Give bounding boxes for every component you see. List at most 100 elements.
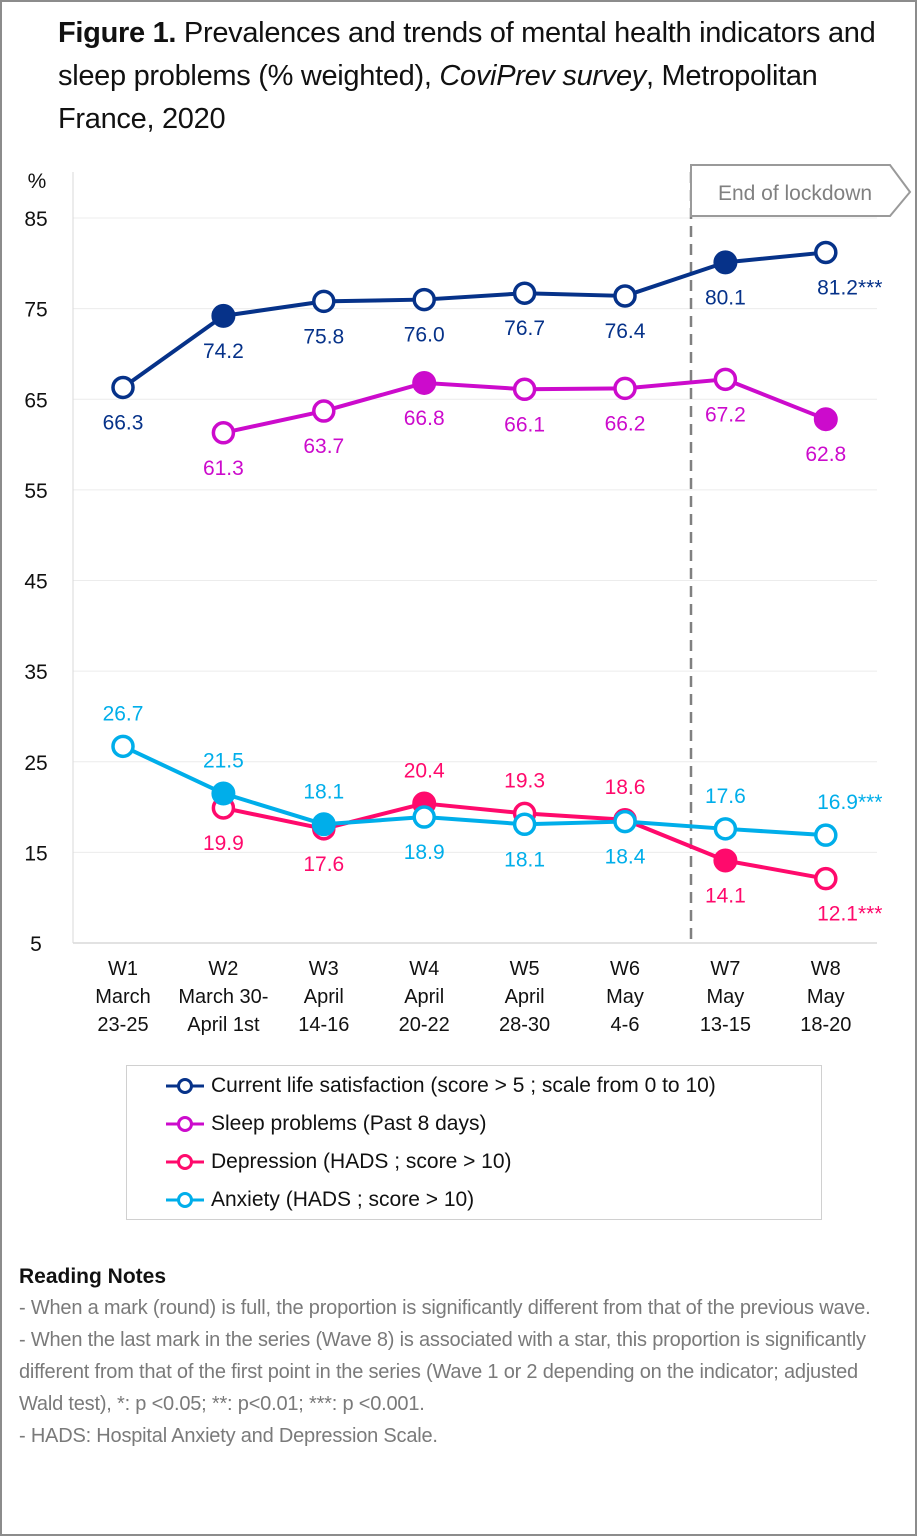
series-0: [121, 250, 826, 390]
data-label: 80.1: [705, 286, 746, 309]
x-tick-label: W4: [409, 958, 439, 980]
data-label: 17.6: [705, 785, 746, 808]
data-label: 62.8: [805, 443, 846, 466]
data-point[interactable]: [312, 289, 336, 314]
x-tick-label: 18-20: [800, 1014, 851, 1036]
data-point[interactable]: [412, 287, 436, 312]
x-tick-labels: W1 March 23-25 W2 March 30- April 1st W3 April 1…: [95, 958, 851, 1036]
legend-item-sleep-problems[interactable]: Sleep problems (Past 8 days): [165, 1106, 486, 1142]
series-markers-0: [111, 240, 838, 400]
data-point[interactable]: [312, 399, 336, 423]
data-point[interactable]: [713, 367, 738, 392]
end-of-lockdown-annotation: End of lockdown: [689, 164, 912, 943]
series-labels-0: 66.3 74.2 75.8 76.0 76.7 76.4 80.1 81.2***: [103, 276, 883, 434]
data-label: 18.1: [504, 848, 545, 871]
lockdown-callout-box: [690, 164, 912, 217]
series-markers-3: [111, 734, 838, 847]
x-tick-label: W7: [710, 958, 740, 980]
x-tick-label: April: [304, 986, 344, 1008]
data-label: 18.4: [605, 846, 646, 869]
y-tick-label: 65: [24, 389, 47, 412]
data-point[interactable]: [311, 812, 336, 837]
series-labels-3: 26.7 21.5 18.1 18.9 18.1 18.4 17.6 16.9***: [103, 702, 883, 871]
data-point[interactable]: [512, 377, 537, 402]
data-label: 16.9***: [817, 791, 882, 814]
series-labels-2: 19.9 17.6 20.4 19.3 18.6 14.1 12.1***: [203, 759, 883, 925]
x-tick-label: April 1st: [187, 1014, 260, 1036]
data-point[interactable]: [613, 284, 637, 308]
data-point[interactable]: [412, 805, 436, 829]
legend-label: Depression (HADS ; score > 10): [211, 1150, 512, 1173]
figure-title: Figure 1. Prevalences and trends of ment…: [58, 12, 878, 141]
data-label: 19.9: [203, 832, 244, 855]
data-point[interactable]: [713, 250, 738, 275]
data-label: 67.2: [705, 403, 746, 426]
x-tick-label: March: [95, 986, 151, 1008]
y-tick-label: 45: [24, 571, 47, 594]
data-point[interactable]: [111, 375, 135, 400]
lockdown-label: End of lockdown: [718, 182, 872, 205]
data-point[interactable]: [412, 370, 437, 395]
data-point[interactable]: [813, 407, 838, 432]
data-point[interactable]: [111, 734, 135, 759]
data-label: 18.6: [605, 776, 646, 799]
y-tick-label: 5: [30, 933, 42, 956]
x-tick-label: 23-25: [97, 1014, 148, 1036]
data-point[interactable]: [211, 781, 236, 806]
data-label: 14.1: [705, 885, 746, 908]
legend-marker-icon: [166, 1154, 204, 1170]
data-label: 66.8: [404, 407, 445, 430]
x-tick-label: May: [807, 986, 845, 1008]
data-label: 66.1: [504, 413, 545, 436]
x-tick-label: W2: [208, 958, 238, 980]
data-point[interactable]: [512, 281, 537, 305]
legend-marker-icon: [166, 1192, 204, 1208]
data-label: 75.8: [303, 325, 344, 348]
title-text-end: , Metropolitan France, 2020: [58, 60, 818, 135]
x-tick-label: 28-30: [499, 1014, 550, 1036]
data-label: 66.2: [605, 412, 646, 435]
series-line: [122, 744, 826, 838]
legend-marker-icon: [166, 1116, 204, 1132]
title-text: Prevalences and trends of mental health …: [58, 17, 876, 92]
legend-item-life-satisfaction[interactable]: Current life satisfaction (score > 5 ; s…: [165, 1068, 716, 1104]
data-point[interactable]: [613, 809, 637, 834]
legend-item-depression[interactable]: Depression (HADS ; score > 10): [165, 1144, 512, 1180]
x-tick-label: May: [606, 986, 644, 1008]
reading-note: - HADS: Hospital Anxiety and Depression …: [19, 1425, 438, 1447]
y-tick-label: 35: [24, 661, 47, 684]
legend-item-anxiety[interactable]: Anxiety (HADS ; score > 10): [165, 1182, 474, 1218]
legend-label: Sleep problems (Past 8 days): [211, 1112, 487, 1135]
data-label: 76.7: [504, 317, 545, 340]
data-point[interactable]: [211, 421, 236, 445]
legend: Current life satisfaction (score > 5 ; s…: [126, 1065, 822, 1220]
x-tick-label: 4-6: [611, 1014, 640, 1036]
x-tick-label: 13-15: [700, 1014, 751, 1036]
data-point[interactable]: [512, 812, 537, 837]
data-point[interactable]: [613, 376, 637, 401]
x-tick-label: May: [707, 986, 745, 1008]
data-label: 21.5: [203, 749, 244, 772]
data-point[interactable]: [211, 303, 236, 328]
data-label: 26.7: [103, 702, 144, 725]
y-tick-label: 15: [24, 842, 47, 865]
data-point[interactable]: [814, 823, 838, 847]
data-label: 63.7: [303, 435, 344, 458]
data-point[interactable]: [814, 240, 838, 265]
data-point[interactable]: [814, 866, 838, 891]
gridlines: [73, 217, 877, 853]
data-label: 17.6: [303, 853, 344, 876]
data-label: 81.2***: [817, 276, 882, 299]
reading-notes-title: Reading Notes: [19, 1265, 167, 1288]
reading-note: - When a mark (round) is full, the propo…: [19, 1297, 871, 1319]
series-group: 66.374.275.8 76.0 76.7 76.480.1 81.2***61.36…: [103, 240, 883, 926]
data-point[interactable]: [713, 848, 738, 873]
data-label: 76.4: [605, 320, 646, 343]
data-point[interactable]: [713, 817, 738, 841]
series-3: [122, 744, 826, 838]
reading-notes: Reading Notes - When a mark (round) is f…: [19, 1262, 899, 1452]
title-survey-name: CoviPrev survey: [439, 60, 646, 92]
data-label: 12.1***: [817, 903, 882, 926]
series-line: [121, 250, 826, 390]
